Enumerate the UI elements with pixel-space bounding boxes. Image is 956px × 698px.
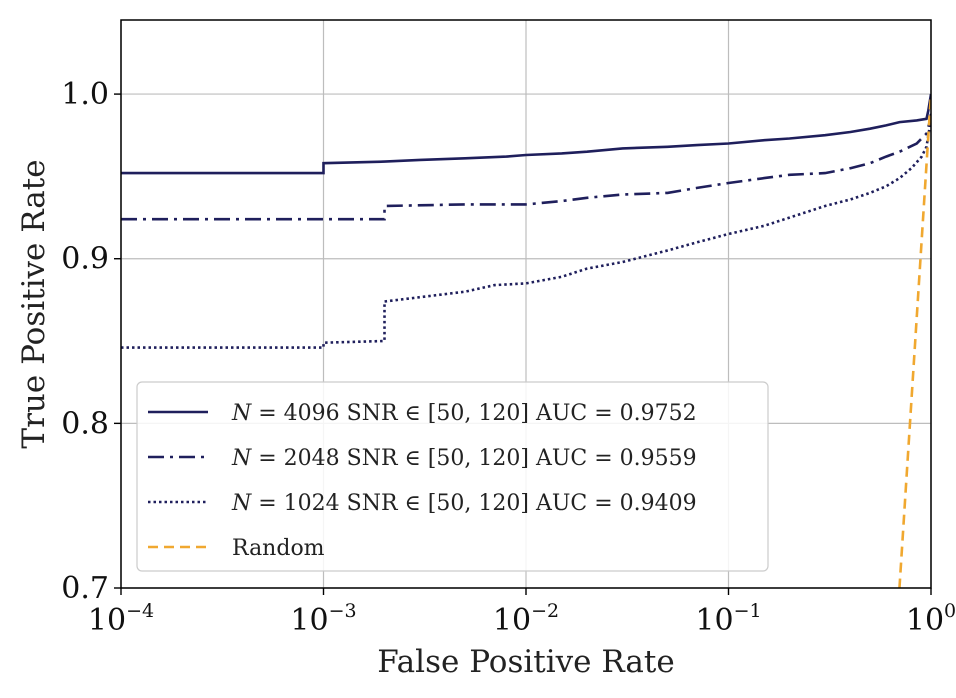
legend-box <box>136 381 769 572</box>
x-tick-label: 100 <box>906 600 956 638</box>
legend-label: N = 4096 SNR ∈ [50, 120] AUC = 0.9752 <box>231 401 697 426</box>
series-line-n-4096 <box>121 93 931 175</box>
series-line-n-2048 <box>121 113 931 221</box>
legend: N = 4096 SNR ∈ [50, 120] AUC = 0.9752 N =… <box>136 381 769 572</box>
x-tick-label: 10−2 <box>493 600 559 638</box>
x-tick-label: 10−4 <box>88 600 154 638</box>
y-tick-label: 0.8 <box>61 406 109 441</box>
y-tick-label: 0.9 <box>61 242 109 277</box>
legend-label: N = 2048 SNR ∈ [50, 120] AUC = 0.9559 <box>231 446 697 471</box>
series-layer <box>121 93 931 588</box>
legend-label: N = 1024 SNR ∈ [50, 120] AUC = 0.9409 <box>231 491 697 516</box>
legend-label: Random <box>232 536 325 561</box>
series-line-random <box>898 94 931 588</box>
y-tick-label: 1.0 <box>61 77 109 112</box>
x-axis-label: False Positive Rate <box>377 644 674 680</box>
x-tick-label: 10−3 <box>290 600 356 638</box>
y-tick-label: 0.7 <box>61 571 109 606</box>
ticks: 10−4 10−3 10−2 10−1 100 0.7 0.8 0.9 1.0 <box>61 77 956 638</box>
x-tick-label: 10−1 <box>695 600 761 638</box>
y-axis-label: True Positive Rate <box>16 159 52 448</box>
